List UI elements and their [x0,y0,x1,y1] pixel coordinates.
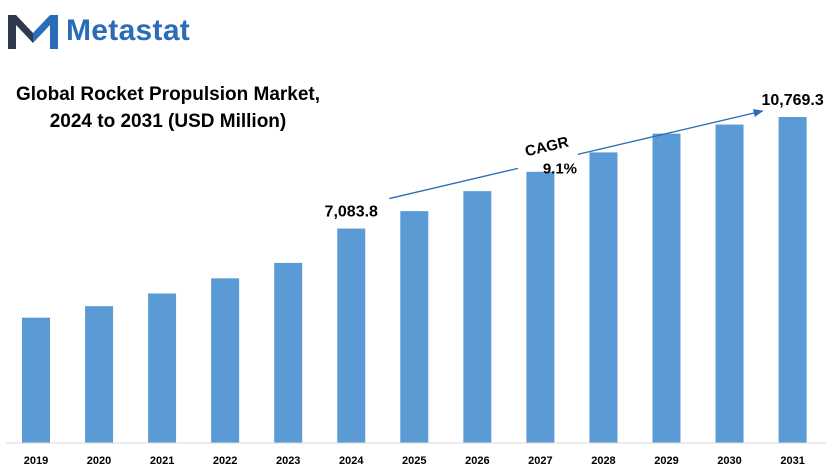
x-tick-label-2028: 2028 [591,455,615,467]
bar-2022 [211,278,240,443]
x-tick-label-2027: 2027 [528,455,552,467]
cagr-arrow-line [389,167,519,200]
bar-2021 [148,293,177,443]
x-tick-label-2026: 2026 [465,455,489,467]
chart-title-line-2: 2024 to 2031 (USD Million) [49,111,287,132]
bar-2027 [526,171,555,443]
cagr-value: 9.1% [543,160,577,177]
data-label-2031: 10,769.3 [761,92,823,109]
bar-2023 [274,262,303,443]
bar-2025 [400,211,429,443]
x-tick-label-2031: 2031 [780,455,804,467]
chart-title: Global Rocket Propulsion Market, 2024 to… [0,81,336,135]
bar-2028 [589,152,618,443]
bar-series [22,117,807,443]
cagr-label: CAGR [523,134,570,161]
x-tick-label-2030: 2030 [717,455,741,467]
x-tick-label-2022: 2022 [213,455,237,467]
bar-2029 [652,133,681,443]
bar-2031 [778,117,807,443]
brand-logo: Metastat [6,10,190,52]
x-tick-label-2020: 2020 [87,455,111,467]
x-tick-label-2021: 2021 [150,455,174,467]
x-tick-label-2019: 2019 [24,455,48,467]
data-label-2024: 7,083.8 [325,204,378,221]
brand-name: Metastat [66,14,191,47]
bar-2026 [463,191,492,443]
bar-2020 [85,306,114,443]
bar-2024 [337,228,366,443]
x-tick-label-2025: 2025 [402,455,426,467]
x-tick-label-2023: 2023 [276,455,300,467]
cagr-arrow-head-line [577,109,764,155]
x-tick-label-2029: 2029 [654,455,678,467]
bar-2030 [715,124,744,443]
chart-title-line-1: Global Rocket Propulsion Market, [15,84,321,105]
x-tick-label-2024: 2024 [339,455,364,467]
data-labels: 7,083.8 10,769.3 [325,92,824,221]
x-axis-ticks: 2019 2020 2021 2022 2023 2024 2025 2026 2027 2028… [24,455,805,467]
bar-2019 [22,317,50,443]
metastat-m-logo-icon [8,15,58,49]
